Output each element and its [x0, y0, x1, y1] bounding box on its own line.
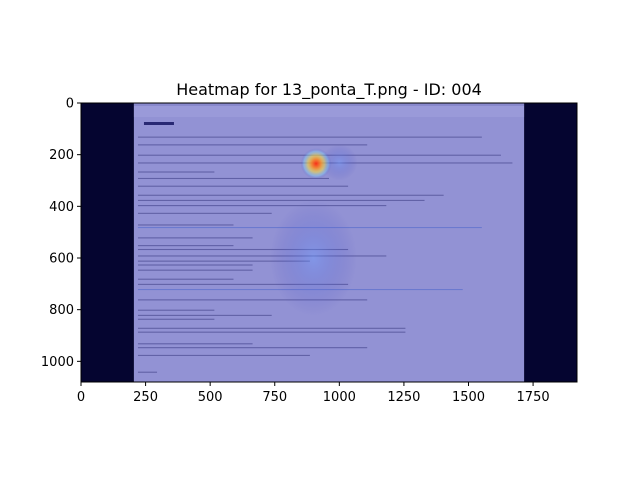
toolbar — [133, 106, 525, 117]
screenshot-text-line — [137, 354, 310, 356]
screenshot-text-line — [137, 299, 368, 301]
screenshot-text-line — [137, 245, 234, 247]
hotspot-layer — [270, 144, 358, 316]
screenshot-text-line — [137, 144, 368, 146]
x-axis: 0 250 500 750 1000 1250 1500 1750 — [77, 382, 550, 405]
screenshot-text-line — [137, 212, 272, 214]
x-tick-label: 1500 — [452, 390, 485, 405]
screenshot-text-line — [137, 331, 406, 333]
screenshot-text-line — [137, 314, 272, 316]
screenshot-text-line — [137, 171, 215, 173]
plot-frame — [80, 102, 578, 383]
heat-hotspot — [270, 200, 357, 316]
x-tick-label: 1250 — [387, 390, 420, 405]
screenshot-text-line — [137, 371, 158, 373]
x-tick-label: 1000 — [323, 390, 356, 405]
x-tick-label: 250 — [133, 390, 158, 405]
window-titlebar — [133, 103, 525, 106]
dark-border-right — [524, 103, 577, 382]
plot-area — [81, 103, 577, 382]
y-tick-label: 0 — [66, 97, 74, 112]
screenshot-text-line — [137, 194, 444, 196]
screenshot-text-line — [137, 136, 482, 138]
x-tick-label: 0 — [77, 390, 85, 405]
redacted-sender — [143, 122, 174, 125]
y-axis: 0 200 400 600 800 1000 — [41, 97, 81, 370]
screenshot-text-line — [137, 205, 387, 207]
screenshot-text-line — [137, 278, 234, 280]
y-tick-label: 800 — [49, 303, 74, 318]
x-tick-label: 750 — [262, 390, 287, 405]
screenshot-text-line — [137, 343, 253, 345]
x-tick-label: 500 — [198, 390, 223, 405]
screenshot-text-line — [137, 177, 329, 180]
dark-border-left — [81, 103, 134, 382]
x-tick-label: 1750 — [517, 390, 550, 405]
y-tick-label: 200 — [49, 148, 74, 163]
screenshot-text-line — [137, 347, 368, 349]
screenshot-text-line — [137, 255, 387, 257]
screenshot-text-line — [137, 318, 215, 320]
screenshot-text-line — [137, 248, 349, 251]
screenshot-text-line — [137, 260, 310, 262]
y-tick-label: 600 — [49, 252, 74, 267]
heat-hotspot — [321, 144, 358, 181]
y-tick-label: 400 — [49, 200, 74, 215]
screenshot-text-line — [137, 309, 215, 311]
chart-title: Heatmap for 13_ponta_T.png - ID: 004 — [176, 80, 482, 100]
screenshot-text-line — [137, 264, 253, 266]
screenshot-text-line — [137, 237, 253, 239]
screenshot-text-line — [137, 283, 349, 285]
screenshot-text-line — [137, 199, 425, 201]
screenshot-text-line — [137, 269, 253, 271]
screenshot-text-line — [137, 327, 406, 329]
y-tick-label: 1000 — [41, 355, 74, 370]
screenshot-text-line — [137, 224, 234, 226]
screenshot-text-line — [137, 185, 349, 187]
